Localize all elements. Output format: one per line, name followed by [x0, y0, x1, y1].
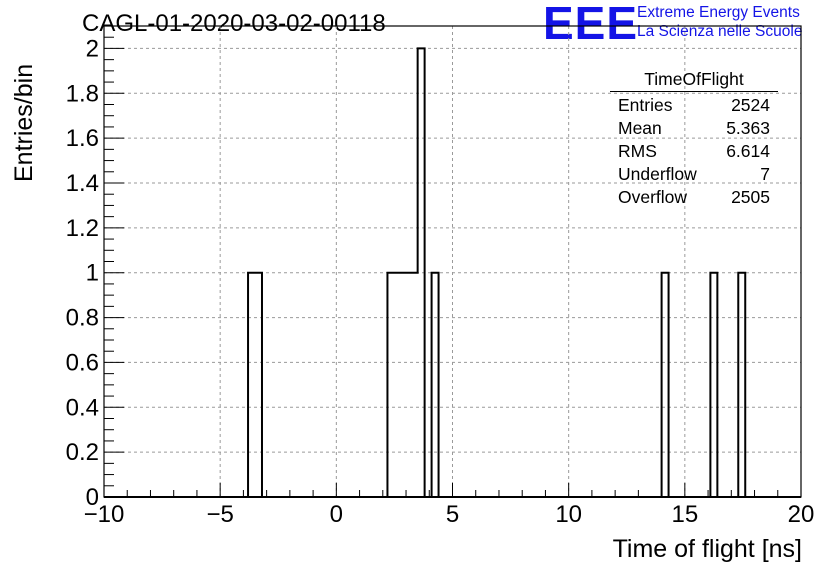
- x-tick-label: 5: [446, 501, 459, 528]
- x-tick-label: −5: [206, 501, 233, 528]
- stats-label: RMS: [618, 141, 657, 161]
- y-tick-label: 1.4: [66, 170, 99, 197]
- y-tick-label: 0.6: [66, 349, 99, 376]
- stats-value: 7: [760, 164, 770, 184]
- stats-value: 2524: [731, 95, 770, 115]
- x-tick-label: 20: [788, 501, 815, 528]
- x-tick-label: −10: [84, 501, 125, 528]
- stats-row-rms: RMS 6.614: [610, 140, 778, 163]
- y-tick-label: 2: [86, 35, 99, 62]
- stats-row-mean: Mean 5.363: [610, 117, 778, 140]
- x-tick-label: 15: [671, 501, 698, 528]
- stats-box: TimeOfFlight Entries 2524 Mean 5.363 RMS…: [610, 69, 778, 209]
- y-tick-label: 1.2: [66, 215, 99, 242]
- histogram-bin: [248, 273, 262, 497]
- chart-title: CAGL-01-2020-03-02-00118: [82, 10, 386, 37]
- y-tick-label: 1.8: [66, 80, 99, 107]
- stats-row-underflow: Underflow 7: [610, 163, 778, 186]
- histogram-outline: [247, 47, 747, 497]
- stats-label: Entries: [618, 95, 673, 115]
- stats-row-entries: Entries 2524: [610, 94, 778, 117]
- histogram-bin: [432, 273, 439, 497]
- stats-label: Overflow: [618, 187, 688, 207]
- stats-value: 5.363: [726, 118, 770, 138]
- y-tick-label: 0: [86, 484, 99, 511]
- y-tick-label: 1.6: [66, 125, 99, 152]
- histogram-bin: [738, 273, 745, 497]
- histogram-bin: [662, 273, 669, 497]
- stats-label: Mean: [618, 118, 662, 138]
- y-tick-label: 0.4: [66, 394, 99, 421]
- stats-title: TimeOfFlight: [610, 69, 778, 92]
- histogram-bin: [387, 273, 417, 497]
- histogram-bin: [710, 273, 717, 497]
- y-axis-title: Entries/bin: [10, 63, 38, 182]
- stats-row-overflow: Overflow 2505: [610, 186, 778, 209]
- stats-value: 6.614: [726, 141, 770, 161]
- x-tick-label: 10: [555, 501, 582, 528]
- x-tick-label: 0: [330, 501, 343, 528]
- x-axis-title: Time of flight [ns]: [612, 535, 802, 563]
- y-axis-title-wrap: Entries/bin: [6, 64, 38, 182]
- logo-line-1: Extreme Energy Events: [637, 4, 800, 21]
- eee-logo: EEE: [543, 0, 639, 49]
- stats-value: 2505: [731, 187, 770, 207]
- logo-line-2: La Scienza nelle Scuole: [637, 23, 803, 40]
- y-tick-label: 0.2: [66, 439, 99, 466]
- y-tick-label: 0.8: [66, 305, 99, 332]
- stats-label: Underflow: [618, 164, 697, 184]
- y-tick-label: 1: [86, 260, 99, 287]
- logo-caption: Extreme Energy Events La Scienza nelle S…: [637, 3, 802, 41]
